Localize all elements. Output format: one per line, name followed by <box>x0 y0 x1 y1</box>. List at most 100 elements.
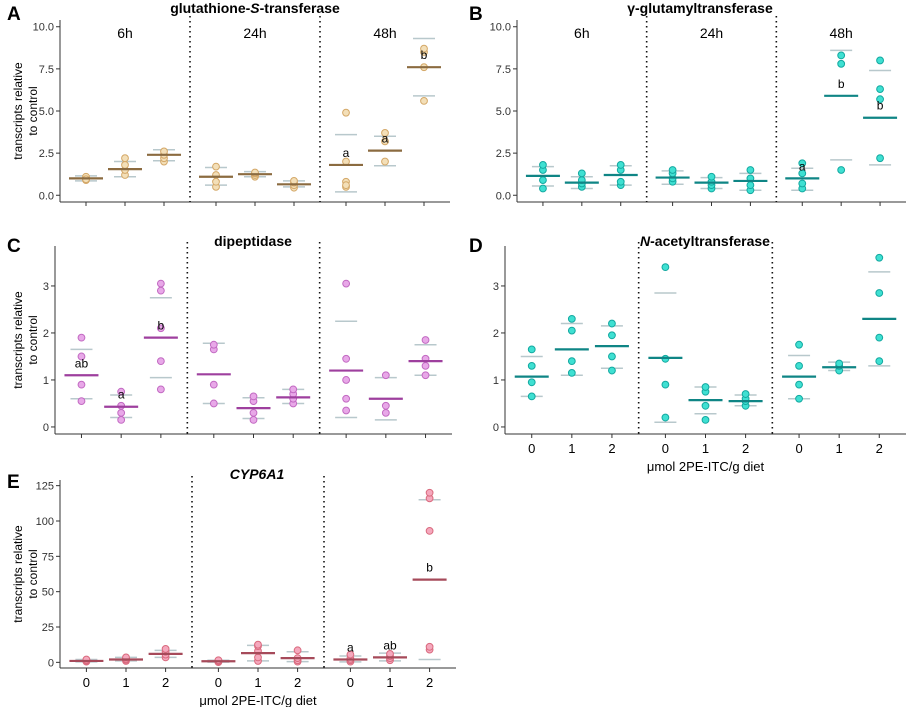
panel-title: glutathione-S-transferase <box>170 0 340 16</box>
data-point <box>539 176 547 184</box>
x-tick-label: 2 <box>426 675 433 690</box>
data-point <box>121 154 129 163</box>
x-tick-label: 1 <box>836 441 843 456</box>
time-group-label: 24h <box>700 25 723 41</box>
data-point <box>117 408 126 417</box>
series-6h-dose-2 <box>147 147 181 166</box>
panel-letter: D <box>469 236 483 257</box>
data-point <box>701 416 710 424</box>
data-point <box>381 157 389 166</box>
y-tick-label: 2 <box>493 328 499 340</box>
series-24h-dose-0 <box>201 656 236 666</box>
data-point <box>567 314 576 323</box>
data-point <box>342 279 351 288</box>
y-tick-label: 100 <box>36 516 54 528</box>
data-point <box>293 646 302 655</box>
series-24h-dose-1 <box>688 383 723 424</box>
series-6h-dose-1 <box>554 314 589 377</box>
data-point <box>701 401 710 410</box>
panel-d: D N-acetyltransferase 0 1 2 3 0 1 2 0 1 2 0 1 2 μmol 2P… <box>469 233 906 474</box>
series-24h-dose-2 <box>277 177 311 192</box>
series-48h-dose-1 <box>368 371 403 421</box>
x-axis-label: μmol 2PE-ITC/g diet <box>647 459 765 474</box>
series-6h-dose-1 <box>564 169 599 191</box>
data-point <box>876 85 884 93</box>
data-point <box>381 371 390 380</box>
data-point <box>209 340 218 349</box>
y-tick-label: 75 <box>42 551 54 563</box>
data-point <box>289 385 298 394</box>
y-tick-label: 10.0 <box>33 22 54 34</box>
y-tick-label: 0.0 <box>39 190 54 202</box>
y-tick-label: 0 <box>43 422 49 434</box>
data-point <box>249 408 258 417</box>
series-24h-dose-2 <box>733 166 768 195</box>
series-6h-dose-1: a <box>104 388 139 424</box>
y-tick-label: 3 <box>493 281 499 293</box>
data-point <box>156 385 165 394</box>
data-point <box>701 383 710 391</box>
data-point <box>837 51 846 60</box>
y-axis-label-line: to control <box>26 315 40 364</box>
data-point <box>209 399 218 408</box>
time-group-label: 24h <box>243 25 266 41</box>
x-tick-label: 2 <box>876 441 883 456</box>
significance-label: b <box>877 99 884 113</box>
significance-label: b <box>838 77 845 91</box>
panel-title: dipeptidase <box>214 233 292 249</box>
x-tick-label: 2 <box>294 675 301 690</box>
y-tick-label: 0.0 <box>496 190 511 202</box>
series-24h-dose-0 <box>655 166 690 186</box>
x-tick-label: 1 <box>568 441 575 456</box>
y-tick-label: 5.0 <box>496 106 511 118</box>
series-24h-dose-0 <box>199 162 233 191</box>
significance-label: ab <box>383 638 397 652</box>
data-point <box>746 181 755 190</box>
series-6h-dose-2 <box>148 645 183 662</box>
data-point <box>798 159 807 168</box>
panel-title: γ-glutamyltransferase <box>627 0 773 16</box>
y-tick-label: 0 <box>48 657 54 669</box>
y-axis-label-line: to control <box>26 86 40 135</box>
data-point <box>876 154 884 163</box>
x-tick-label: 0 <box>215 675 222 690</box>
data-point <box>342 354 351 363</box>
data-point <box>117 416 126 424</box>
title-part: -acetyltransferase <box>650 233 770 249</box>
x-tick-label: 1 <box>122 675 129 690</box>
series-6h-dose-1 <box>109 653 143 665</box>
series-6h-dose-2 <box>594 319 629 375</box>
data-point <box>875 253 884 262</box>
x-tick-label: 0 <box>795 441 802 456</box>
data-point <box>661 263 670 272</box>
significance-label: ab <box>75 356 89 370</box>
significance-label: a <box>118 388 125 402</box>
x-tick-label: 1 <box>386 675 393 690</box>
series-6h-dose-2 <box>603 161 638 190</box>
data-point <box>527 392 536 401</box>
significance-label: a <box>799 159 806 173</box>
data-point <box>875 357 884 366</box>
data-point <box>77 380 86 389</box>
data-point <box>835 359 844 368</box>
data-point <box>527 345 536 354</box>
x-tick-label: 0 <box>528 441 535 456</box>
title-italic-part: N <box>640 233 651 249</box>
panel-e: E CYP6A1 0 25 50 75 100 125 0 1 2 0 1 2 0 1 2 transcripts… <box>7 466 456 707</box>
data-point <box>746 166 755 174</box>
series-24h-dose-0 <box>196 340 231 408</box>
panel-title: CYP6A1 <box>230 466 285 482</box>
data-point <box>616 161 625 169</box>
y-tick-label: 50 <box>42 587 54 599</box>
significance-label: b <box>426 561 433 575</box>
data-point <box>527 378 536 387</box>
data-point <box>121 161 129 169</box>
series-48h-dose-1: ab <box>373 638 407 665</box>
data-point <box>567 326 576 335</box>
y-axis-label: transcripts relativeto control <box>11 525 40 623</box>
x-tick-label: 0 <box>662 441 669 456</box>
series-6h-dose-0 <box>525 161 560 193</box>
series-24h-dose-1 <box>238 168 272 181</box>
y-tick-label: 1 <box>43 375 49 387</box>
